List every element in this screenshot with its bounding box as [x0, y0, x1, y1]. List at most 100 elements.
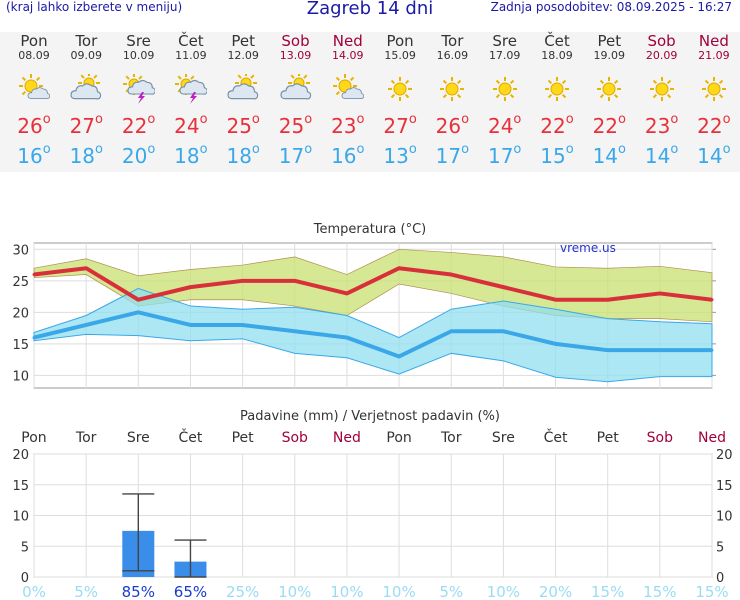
precipitation-probability: 10%: [382, 583, 415, 600]
min-temperature-line-point: [397, 354, 401, 358]
max-temperature: 22o: [697, 112, 731, 138]
forecast-day: Sob 13.09 25o 17o: [270, 32, 322, 168]
temperature-y-tick: 25: [12, 275, 29, 290]
min-temperature: 16o: [17, 142, 51, 168]
max-temperature-line-point: [136, 298, 140, 302]
precipitation-x-label: Ned: [698, 430, 726, 446]
day-name: Sre: [492, 32, 517, 50]
precipitation-y-tick-left: 5: [21, 540, 29, 555]
max-temperature-line-point: [501, 285, 505, 289]
precipitation-x-label: Tor: [440, 430, 462, 446]
forecast-day: Pon 08.09 26o 16o: [8, 32, 60, 168]
sun-icon: [436, 74, 468, 104]
temperature-y-tick: 20: [12, 306, 29, 321]
precipitation-chart-title: Padavine (mm) / Verjetnost padavin (%): [240, 409, 500, 424]
sun-cloud-icon: [332, 74, 364, 104]
min-temperature-line-point: [501, 329, 505, 333]
watermark: vreme.us: [560, 241, 616, 255]
precipitation-probability: 10%: [330, 583, 363, 600]
day-date: 12.09: [227, 49, 259, 62]
temperature-y-tick: 30: [12, 243, 29, 258]
precipitation-probability: 20%: [539, 583, 572, 600]
day-name: Tor: [75, 32, 98, 50]
page-title: Zagreb 14 dni: [306, 0, 434, 19]
max-temperature-line-point: [449, 273, 453, 277]
day-date: 11.09: [175, 49, 207, 62]
max-temperature: 22o: [540, 112, 574, 138]
sun-icon: [489, 74, 521, 104]
min-temperature: 18o: [174, 142, 208, 168]
precipitation-probability: 25%: [226, 583, 259, 600]
day-name: Ned: [332, 32, 363, 50]
precipitation-y-tick-right: 15: [716, 479, 733, 494]
temperature-y-tick: 10: [12, 369, 29, 384]
day-name: Pon: [20, 32, 48, 50]
min-temperature: 16o: [331, 142, 365, 168]
max-temperature: 26o: [435, 112, 470, 138]
day-date: 20.09: [645, 49, 678, 62]
day-name: Sob: [281, 32, 310, 50]
min-temperature: 15o: [540, 142, 574, 168]
thunderstorm-icon: [122, 73, 156, 104]
precipitation-x-label: Ned: [333, 430, 361, 446]
forecast-day: Tor 16.09 26o 17o: [426, 32, 478, 168]
min-temperature: 14o: [644, 142, 679, 168]
min-temperature-line-point: [658, 348, 662, 352]
day-name: Čet: [178, 32, 204, 50]
precipitation-x-label: Tor: [75, 430, 97, 446]
day-date: 08.09: [18, 49, 50, 62]
min-temperature-line-point: [241, 323, 245, 327]
precipitation-x-label: Sre: [127, 430, 150, 446]
min-temperature: 13o: [383, 142, 417, 168]
day-name: Tor: [441, 32, 464, 50]
forecast-day: Ned 21.09 22o 14o: [688, 32, 740, 168]
precipitation-x-label: Pet: [232, 430, 255, 446]
precipitation-probability: 5%: [439, 583, 463, 600]
forecast-day: Tor 09.09 27o 18o: [60, 32, 112, 168]
location-hint[interactable]: (kraj lahko izberete v meniju): [6, 0, 183, 14]
min-temperature: 20o: [121, 142, 156, 168]
sun-icon: [541, 74, 573, 104]
precipitation-y-tick-right: 10: [716, 510, 733, 525]
max-temperature: 27o: [69, 112, 103, 138]
min-temperature-line-point: [188, 323, 192, 327]
precipitation-x-label: Sob: [282, 430, 308, 446]
min-temperature-line-point: [345, 336, 349, 340]
max-temperature-line-point: [84, 266, 88, 270]
precipitation-y-tick-right: 5: [716, 540, 724, 555]
precipitation-x-label: Čet: [544, 428, 568, 446]
min-temperature: 18o: [69, 142, 103, 168]
min-temperature-line-point: [449, 329, 453, 333]
min-temperature-line-point: [32, 336, 36, 340]
min-temperature-band: [33, 287, 713, 383]
precipitation-y-tick-left: 15: [12, 479, 29, 494]
precipitation-probability: 85%: [122, 583, 155, 600]
day-name: Sre: [126, 32, 151, 50]
max-temperature-line-point: [345, 291, 349, 295]
max-temperature-band: [33, 248, 713, 323]
day-name: Čet: [544, 32, 570, 50]
max-temperature-line-point: [293, 279, 297, 283]
max-temperature-line-point: [658, 291, 662, 295]
min-temperature: 18o: [226, 142, 260, 168]
max-temperature: 24o: [487, 112, 522, 138]
precipitation-x-label: Pon: [386, 430, 411, 446]
min-temperature: 17o: [435, 142, 470, 168]
cloud-sun-icon: [279, 72, 312, 104]
precipitation-probability: 15%: [643, 583, 676, 600]
max-temperature-line: [33, 266, 713, 302]
cloud-sun-icon: [227, 72, 259, 104]
day-date: 17.09: [488, 49, 521, 62]
min-temperature: 14o: [697, 142, 731, 168]
temperature-y-tick: 15: [12, 338, 29, 353]
max-temperature: 22o: [592, 112, 626, 138]
min-temperature-line-point: [136, 310, 140, 314]
precipitation-y-tick-left: 0: [21, 571, 29, 586]
max-temperature: 25o: [278, 112, 313, 138]
precipitation-x-label: Pon: [21, 430, 46, 446]
min-temperature-line-point: [606, 348, 610, 352]
forecast-day: Sre 10.09 22o 20o: [113, 32, 165, 168]
day-date: 14.09: [332, 49, 364, 62]
precipitation-x-label: Čet: [179, 428, 203, 446]
thunderstorm-icon: [174, 73, 208, 104]
